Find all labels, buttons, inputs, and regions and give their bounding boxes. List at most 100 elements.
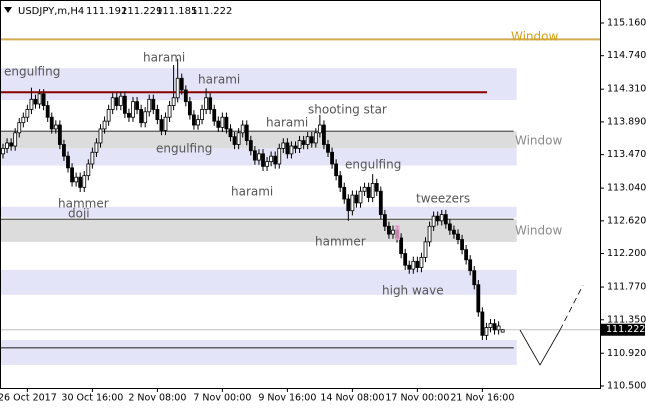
- candle-body: [102, 120, 107, 130]
- candle-body: [476, 284, 481, 313]
- candle-body: [257, 153, 261, 161]
- candle-body: [366, 186, 371, 198]
- price-tag: [601, 323, 645, 336]
- candle-body: [273, 155, 278, 165]
- candle-body: [378, 190, 383, 216]
- candle-body: [277, 147, 282, 165]
- zone: [1, 206, 517, 218]
- y-tick-label: 111.350: [607, 314, 646, 325]
- candle-body: [70, 167, 74, 183]
- candle-body: [163, 116, 168, 131]
- candle-body: [317, 124, 322, 134]
- candle-body: [443, 214, 448, 225]
- annotation: Window: [511, 30, 559, 44]
- zones: [1, 68, 517, 365]
- candle-body: [362, 186, 367, 192]
- candle-body: [338, 175, 343, 188]
- y-tick-label: 111.770: [607, 282, 646, 293]
- annotation: hammer: [58, 197, 109, 211]
- candle-body: [127, 112, 131, 118]
- candle-body: [74, 176, 79, 183]
- zone: [1, 340, 517, 365]
- candle-body: [460, 239, 464, 251]
- candle-body: [248, 140, 253, 152]
- candle-body: [370, 183, 375, 198]
- candle-body: [500, 329, 505, 333]
- annotation: engulfing: [4, 65, 60, 79]
- candle-body: [33, 98, 38, 105]
- candle-body: [1, 147, 5, 155]
- candle-body: [480, 311, 485, 336]
- candle-body: [200, 109, 204, 120]
- candle-body: [220, 116, 225, 128]
- candle-body: [488, 323, 493, 328]
- candle-body: [415, 260, 420, 268]
- candle-body: [17, 122, 22, 134]
- candle-body: [419, 257, 424, 268]
- candle-body: [78, 176, 83, 188]
- candle-body: [66, 155, 70, 169]
- y-tick-label: 112.200: [607, 248, 646, 259]
- candle-body: [37, 93, 42, 105]
- candle-body: [354, 194, 359, 204]
- y-tick-label: 113.470: [607, 149, 646, 160]
- menu-icon[interactable]: [4, 7, 12, 13]
- candle-body: [431, 215, 436, 227]
- candle-body: [21, 116, 26, 124]
- candle-body: [456, 233, 460, 240]
- candle-body: [313, 132, 318, 144]
- annotation: harami: [198, 73, 240, 87]
- x-tick-label: 26 Oct 2017: [0, 393, 57, 404]
- candle-body: [330, 151, 334, 165]
- candle-body: [326, 144, 330, 153]
- candle-body: [297, 140, 302, 149]
- annotation: harami: [266, 116, 308, 130]
- candle-body: [114, 97, 119, 106]
- candle-body: [322, 124, 326, 145]
- candle-body: [90, 151, 95, 165]
- annotation: doji: [68, 207, 90, 221]
- y-tick-label: 113.040: [607, 183, 646, 194]
- header-open: 111.192: [86, 6, 127, 17]
- candle-body: [358, 190, 363, 204]
- annotation: Window: [515, 224, 563, 238]
- candle-body: [98, 128, 103, 144]
- candle-body: [387, 225, 391, 235]
- candle-body: [204, 97, 209, 110]
- candle-body: [411, 260, 416, 270]
- candle-body: [29, 98, 34, 110]
- y-tick-label: 115.160: [607, 17, 646, 28]
- symbol: USDJPY,m,H4: [18, 6, 84, 17]
- x-tick-label: 14 Nov 08:00: [320, 393, 384, 404]
- projection: [559, 284, 584, 331]
- header-high: 111.229: [121, 6, 162, 17]
- candle-body: [305, 136, 310, 145]
- candle-body: [151, 98, 156, 110]
- candle-body: [147, 98, 152, 113]
- zone: [1, 219, 517, 242]
- candle-body: [41, 93, 46, 106]
- candle-body: [374, 183, 379, 192]
- annotation: Window: [515, 134, 563, 148]
- candle-body: [244, 124, 249, 142]
- projection: [519, 329, 561, 366]
- candle-body: [62, 144, 66, 157]
- candle-body: [492, 323, 497, 331]
- candle-body: [171, 97, 176, 106]
- annotation: hammer: [315, 235, 366, 249]
- x-tick-label: 9 Nov 16:00: [258, 393, 316, 404]
- annotation: tweezers: [416, 192, 470, 206]
- candle-body: [196, 119, 200, 126]
- x-tick-label: 7 Nov 00:00: [193, 393, 251, 404]
- candle-body: [94, 142, 99, 153]
- candle-body: [496, 325, 501, 331]
- annotation: harami: [231, 185, 273, 199]
- candle-body: [484, 327, 489, 336]
- annotation: high wave: [382, 284, 444, 298]
- candle-body: [192, 114, 196, 126]
- header-low: 111.185: [156, 6, 197, 17]
- y-tick-label: 110.500: [607, 380, 646, 391]
- candle-body: [110, 97, 115, 110]
- candle-body: [131, 101, 135, 118]
